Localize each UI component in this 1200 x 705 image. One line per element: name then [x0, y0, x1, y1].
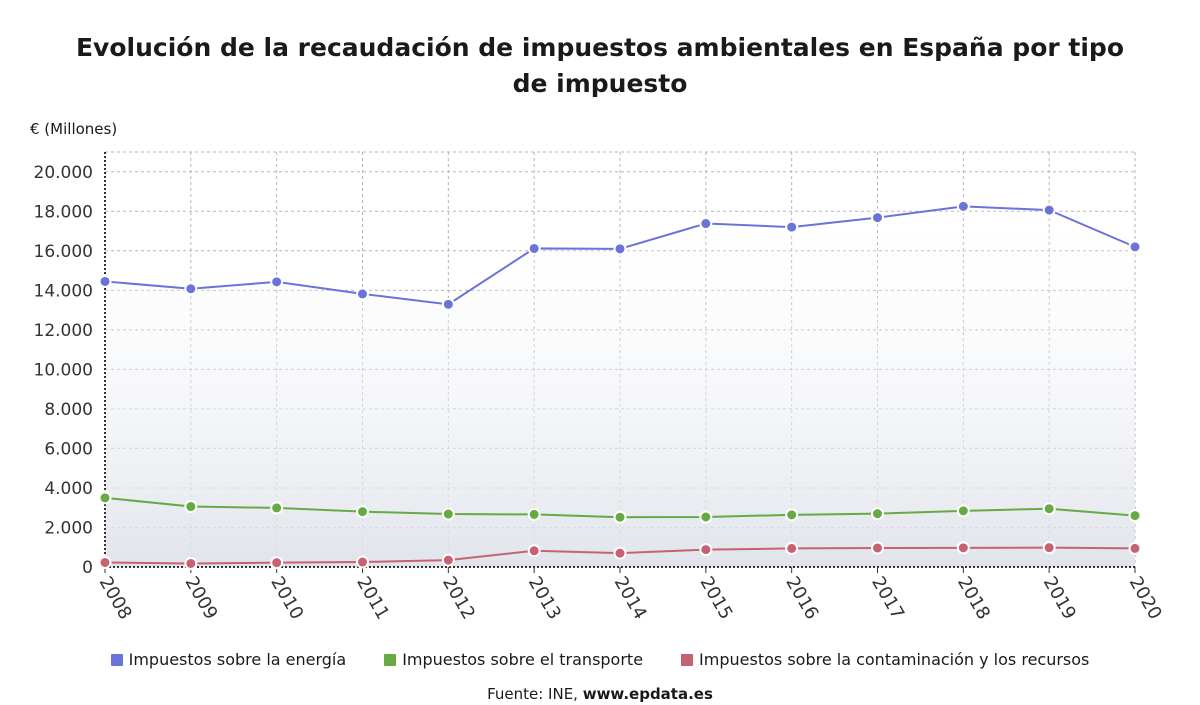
data-point [527, 544, 541, 558]
data-point [98, 491, 112, 505]
data-point [184, 556, 198, 570]
y-tick-label: 10.000 [34, 360, 93, 380]
legend-label-energia: Impuestos sobre la energía [128, 650, 347, 669]
data-point [1042, 203, 1056, 217]
y-tick-label: 14.000 [34, 281, 93, 301]
y-tick-label: 20.000 [34, 163, 93, 183]
legend-item-energia[interactable]: Impuestos sobre la energía [110, 650, 347, 669]
legend-label-contaminacion: Impuestos sobre la contaminación y los r… [699, 650, 1090, 669]
y-axis-unit-label: € (Millones) [30, 120, 118, 138]
data-point [527, 241, 541, 255]
data-point [699, 543, 713, 557]
x-tick-label: 2009 [181, 573, 222, 623]
legend-swatch-energia [110, 653, 123, 666]
data-point [613, 242, 627, 256]
x-tick-label: 2020 [1125, 573, 1166, 623]
data-point [785, 508, 799, 522]
x-tick-label: 2008 [95, 573, 136, 623]
data-point [1128, 509, 1142, 523]
data-point [98, 555, 112, 569]
data-point [613, 510, 627, 524]
x-tick-label: 2010 [266, 573, 307, 623]
x-tick-label: 2014 [610, 573, 651, 623]
data-point [98, 274, 112, 288]
x-tick-label: 2017 [867, 573, 908, 623]
data-point [356, 555, 369, 569]
data-point [356, 505, 369, 519]
data-point [356, 287, 369, 301]
source-note: Fuente: INE, www.epdata.es [0, 685, 1200, 703]
data-point [441, 297, 455, 311]
data-point [184, 282, 198, 296]
data-point [1042, 541, 1056, 555]
y-tick-label: 0 [82, 558, 93, 578]
y-tick-label: 18.000 [34, 202, 93, 222]
x-tick-label: 2011 [352, 573, 393, 623]
source-prefix: Fuente: INE, [487, 685, 583, 703]
x-tick-label: 2018 [953, 573, 994, 623]
x-tick-label: 2015 [696, 573, 737, 623]
data-point [785, 541, 799, 555]
x-tick-label: 2016 [781, 573, 822, 623]
data-point [956, 199, 970, 213]
y-tick-label: 2.000 [44, 518, 93, 538]
data-point [699, 217, 713, 231]
x-tick-label: 2012 [438, 573, 479, 623]
data-point [1128, 541, 1142, 555]
y-tick-label: 8.000 [44, 400, 93, 420]
data-point [613, 546, 627, 560]
data-point [270, 501, 284, 515]
legend-item-transporte[interactable]: Impuestos sobre el transporte [384, 650, 643, 669]
data-point [699, 510, 713, 524]
data-point [871, 541, 884, 555]
data-point [441, 507, 455, 521]
legend-swatch-transporte [384, 653, 397, 666]
data-point [1128, 240, 1142, 254]
chart-title: Evolución de la recaudación de impuestos… [75, 33, 1124, 98]
data-point [871, 211, 884, 225]
data-point [270, 275, 284, 289]
y-tick-label: 6.000 [44, 439, 93, 459]
data-point [527, 507, 541, 521]
x-tick-label: 2013 [524, 573, 565, 623]
y-tick-label: 4.000 [44, 479, 93, 499]
data-point [270, 556, 284, 570]
y-tick-label: 12.000 [34, 321, 93, 341]
legend: Impuestos sobre la energía Impuestos sob… [0, 650, 1200, 669]
legend-swatch-contaminacion [681, 653, 694, 666]
data-point [956, 504, 970, 518]
source-link[interactable]: www.epdata.es [582, 685, 713, 703]
data-point [956, 541, 970, 555]
data-point [785, 220, 799, 234]
legend-label-transporte: Impuestos sobre el transporte [402, 650, 644, 669]
y-tick-label: 16.000 [34, 242, 93, 262]
data-point [1042, 502, 1056, 516]
data-point [184, 500, 198, 514]
x-tick-label: 2019 [1039, 573, 1080, 623]
data-point [871, 507, 884, 521]
legend-item-contaminacion[interactable]: Impuestos sobre la contaminación y los r… [681, 650, 1089, 669]
data-point [441, 553, 455, 567]
